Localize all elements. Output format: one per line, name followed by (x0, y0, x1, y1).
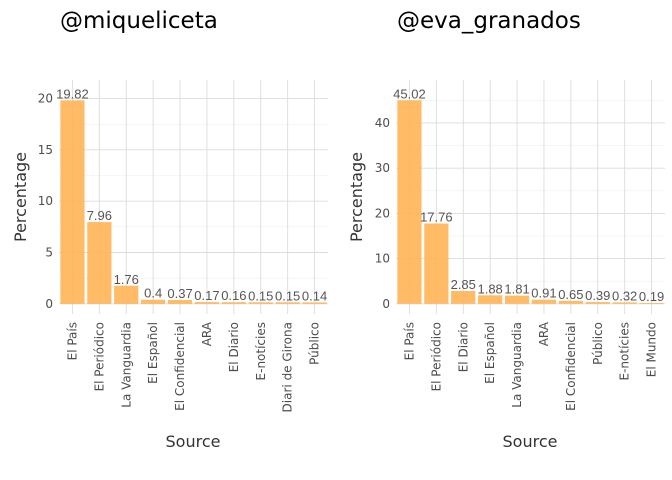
chart-title: @eva_granados (397, 8, 581, 34)
data-label-5: 0.37 (167, 286, 192, 301)
bar-2 (87, 222, 112, 304)
bar-6 (531, 299, 557, 304)
data-label-1: 19.82 (56, 86, 89, 101)
chart-title: @miqueliceta (60, 8, 218, 34)
bar-1 (397, 100, 422, 304)
bar-4 (141, 299, 166, 304)
x-tick-label: ARA (537, 321, 551, 346)
x-tick-label: El Confidencial (564, 322, 578, 411)
x-tick-label: El Español (146, 322, 160, 384)
data-label-4: 1.88 (477, 281, 502, 296)
bar-8 (248, 302, 273, 304)
x-tick-label: El Mundo (645, 322, 659, 377)
data-labels: 19.827.961.760.4 0.37 0.17 0.16 0.15 0.15 0.14 (56, 86, 327, 303)
data-label-9: 0.15 (275, 288, 300, 303)
data-label-4: 0.4 (144, 286, 162, 301)
chart-panel-1: 19.827.961.760.4 0.37 0.17 0.16 0.15 0.15 0.14… (11, 8, 328, 451)
x-tick-label: ARA (200, 321, 214, 346)
data-label-5: 1.81 (504, 282, 529, 297)
bars (397, 100, 664, 304)
x-tick-label: La Vanguardia (119, 322, 133, 408)
data-label-3: 2.85 (451, 277, 476, 292)
x-tick-label: El Periódico (92, 322, 106, 391)
data-label-7: 0.65 (558, 287, 583, 302)
data-label-8: 0.39 (585, 288, 610, 303)
data-label-9: 0.32 (612, 288, 637, 303)
data-label-10: 0.19 (639, 289, 664, 304)
bar-3 (451, 290, 476, 304)
bar-9 (612, 302, 637, 304)
y-tick-label: 0 (382, 297, 390, 311)
data-label-6: 0.17 (194, 288, 219, 303)
y-tick-label: 20 (375, 206, 390, 220)
y-tick-label: 30 (375, 161, 390, 175)
y-tick-label: 15 (38, 143, 53, 157)
data-label-2: 7.96 (87, 208, 112, 223)
bar-10 (302, 302, 327, 304)
data-label-8: 0.15 (248, 288, 273, 303)
data-label-3: 1.76 (114, 272, 139, 287)
bar-8 (585, 302, 610, 304)
x-tick-label: El Confidencial (173, 322, 187, 411)
y-tick-labels: 0 5 10 15 20 (38, 91, 53, 310)
y-tick-label: 10 (375, 252, 390, 266)
x-tick-labels: El País El Periódico El Diario El Español La… (402, 321, 658, 411)
y-tick-label: 10 (38, 194, 53, 208)
bar-2 (424, 223, 449, 304)
chart-panel-2: 45.02 17.76 2.85 1.88 1.81 0.91 0.65 0.39 0.32 0.… (347, 8, 665, 451)
y-tick-label: 20 (38, 91, 53, 105)
x-tick-label: El Español (483, 322, 497, 384)
bar-9 (275, 302, 300, 304)
y-tick-labels: 0 10 20 30 40 (375, 116, 390, 311)
bar-10 (639, 302, 664, 304)
data-label-10: 0.14 (302, 288, 327, 303)
bar-6 (194, 302, 220, 304)
bar-7 (558, 300, 583, 304)
x-tick-label: Público (308, 322, 322, 365)
bar-4 (478, 295, 503, 304)
y-axis-title: Percentage (11, 152, 30, 242)
y-tick-label: 5 (45, 245, 53, 259)
x-tick-label: E-notícies (618, 322, 632, 380)
x-tick-label: La Vanguardia (510, 322, 524, 408)
x-tick-label: El Diario (227, 322, 241, 372)
bar-5 (167, 300, 193, 304)
gridlines (396, 80, 665, 314)
y-tick-label: 40 (375, 116, 390, 130)
bar-7 (221, 302, 246, 304)
bar-3 (114, 285, 139, 304)
data-label-6: 0.91 (531, 286, 556, 301)
x-tick-label: Diari de Girona (281, 322, 295, 412)
y-tick-label: 0 (45, 297, 53, 311)
x-tick-label: Público (591, 322, 605, 365)
data-label-1: 45.02 (393, 86, 426, 101)
x-tick-label: El País (65, 322, 79, 360)
x-tick-label: El Periódico (429, 322, 443, 391)
bar-5 (504, 295, 530, 304)
data-labels: 45.02 17.76 2.85 1.88 1.81 0.91 0.65 0.39 0.32 0.… (393, 86, 664, 304)
x-tick-label: El País (402, 322, 416, 360)
y-axis-title: Percentage (347, 152, 366, 242)
bars (60, 100, 327, 304)
x-axis-title: Source (503, 432, 558, 451)
data-label-7: 0.16 (221, 288, 246, 303)
bar-1 (60, 100, 85, 304)
x-tick-labels: El País El Periódico La Vanguardia El Españ… (65, 321, 321, 412)
x-axis-title: Source (166, 432, 221, 451)
x-tick-label: El Diario (456, 322, 470, 372)
data-label-2: 17.76 (420, 210, 453, 225)
x-tick-label: E-notícies (254, 322, 268, 380)
